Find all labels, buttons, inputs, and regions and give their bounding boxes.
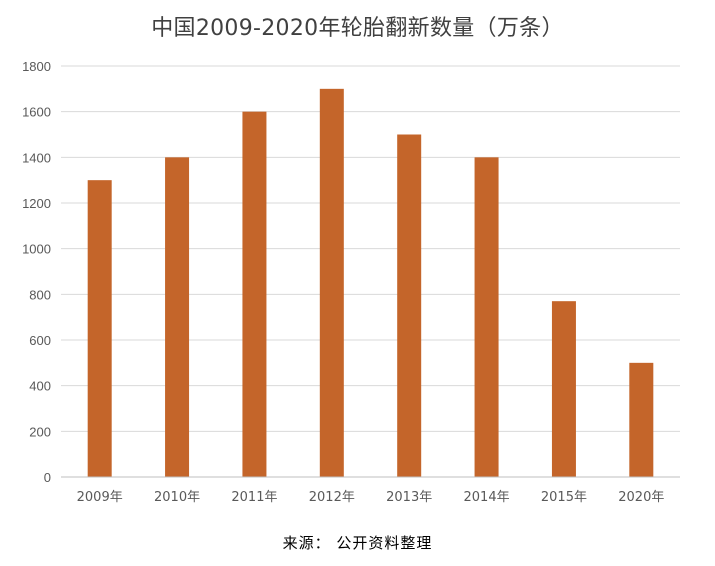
x-tick-label: 2015年 — [541, 490, 587, 505]
source-note: 来源： 公开资料整理 — [282, 534, 433, 552]
y-tick-label: 1000 — [22, 242, 51, 257]
y-tick-label: 1400 — [22, 150, 51, 165]
y-tick-label: 1600 — [22, 105, 51, 120]
bar-2011年 — [242, 111, 267, 478]
bar-2009年 — [87, 180, 112, 477]
y-tick-label: 400 — [29, 379, 51, 394]
x-tick-label: 2014年 — [464, 490, 510, 505]
y-tick-label: 800 — [29, 287, 51, 302]
y-tick-label: 0 — [44, 470, 51, 485]
y-tick-label: 600 — [29, 333, 51, 348]
bar-2010年 — [165, 157, 190, 478]
x-tick-label: 2010年 — [154, 490, 200, 505]
x-tick-label: 2012年 — [309, 490, 355, 505]
y-tick-label: 1800 — [22, 59, 51, 74]
bar-2012年 — [319, 88, 344, 477]
x-tick-label: 2009年 — [77, 490, 123, 505]
bars — [87, 88, 654, 478]
chart-title: 中国2009-2020年轮胎翻新数量（万条） — [151, 16, 564, 41]
gridlines — [61, 65, 680, 432]
bar-2020年 — [629, 362, 654, 477]
x-tick-label: 2011年 — [231, 490, 277, 505]
x-tick-label: 2013年 — [386, 490, 432, 505]
bar-2014年 — [474, 157, 499, 478]
y-tick-label: 200 — [29, 424, 51, 439]
y-axis-ticks: 0 200 400 600 800 1000 1200 1400 1600 1800 — [22, 59, 51, 485]
y-tick-label: 1200 — [22, 196, 51, 211]
x-tick-label: 2020年 — [618, 490, 664, 505]
x-axis-ticks: 2009年 2010年 2011年 2012年 2013年 2014年 2015年 2020年 — [77, 490, 665, 505]
bar-2015年 — [551, 301, 576, 477]
bar-2013年 — [397, 134, 422, 477]
